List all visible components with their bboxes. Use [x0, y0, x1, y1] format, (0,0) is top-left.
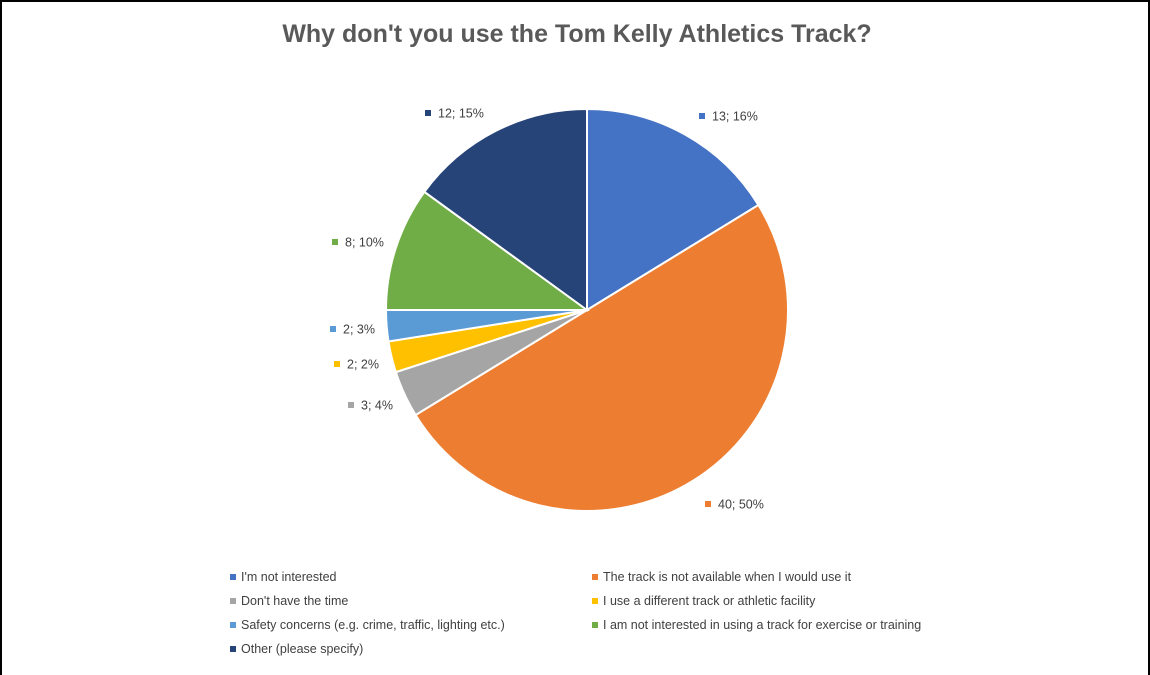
- chart-legend: I'm not interested The track is not avail…: [230, 568, 990, 657]
- legend-label: Safety concerns (e.g. crime, traffic, li…: [241, 617, 505, 632]
- data-label-2: 40; 50%: [718, 498, 764, 512]
- data-label-swatch-1: [699, 113, 705, 119]
- data-label-swatch-6: [332, 239, 338, 245]
- legend-label: I use a different track or athletic faci…: [603, 593, 816, 608]
- legend-item-5: Safety concerns (e.g. crime, traffic, li…: [230, 616, 592, 633]
- legend-label: I am not interested in using a track for…: [603, 617, 922, 632]
- legend-swatch: [592, 597, 598, 604]
- legend-item-2: The track is not available when I would …: [592, 568, 990, 585]
- data-label-swatch-4: [334, 361, 340, 367]
- pie-chart: 13; 16% 40; 50% 3; 4% 2; 2% 2; 3% 8; 10% 12; 1…: [330, 107, 789, 512]
- pie-slice-7: [422, 107, 588, 312]
- data-label-swatch-2: [705, 501, 711, 507]
- data-label-swatch-3: [348, 402, 354, 408]
- legend-item-3: Don't have the time: [230, 592, 592, 609]
- legend-item-7: Other (please specify): [230, 640, 592, 657]
- data-label-4: 2; 2%: [347, 358, 379, 372]
- data-label-1: 13; 16%: [712, 110, 758, 124]
- data-label-3: 3; 4%: [361, 399, 393, 413]
- chart-title: Why don't you use the Tom Kelly Athletic…: [282, 20, 872, 48]
- data-label-swatch-7: [425, 110, 431, 116]
- legend-item-1: I'm not interested: [230, 568, 592, 585]
- legend-item-4: I use a different track or athletic faci…: [592, 592, 990, 609]
- legend-swatch: [230, 621, 236, 628]
- legend-item-6: I am not interested in using a track for…: [592, 616, 990, 633]
- legend-swatch: [230, 645, 236, 652]
- legend-swatch: [592, 621, 598, 628]
- legend-label: I'm not interested: [241, 569, 337, 584]
- pie-slice-2: [414, 203, 789, 512]
- pie-slice-6: [384, 190, 591, 311]
- data-label-6: 8; 10%: [345, 236, 384, 250]
- legend-swatch: [230, 597, 236, 604]
- data-label-5: 2; 3%: [343, 323, 375, 337]
- legend-label: Other (please specify): [241, 641, 364, 656]
- legend-swatch: [592, 573, 598, 580]
- data-label-7: 12; 15%: [438, 107, 484, 121]
- legend-swatch: [230, 573, 236, 580]
- pie-slice-1: [586, 107, 760, 312]
- legend-label: Don't have the time: [241, 593, 349, 608]
- data-label-swatch-5: [330, 326, 336, 332]
- legend-label: The track is not available when I would …: [603, 569, 852, 584]
